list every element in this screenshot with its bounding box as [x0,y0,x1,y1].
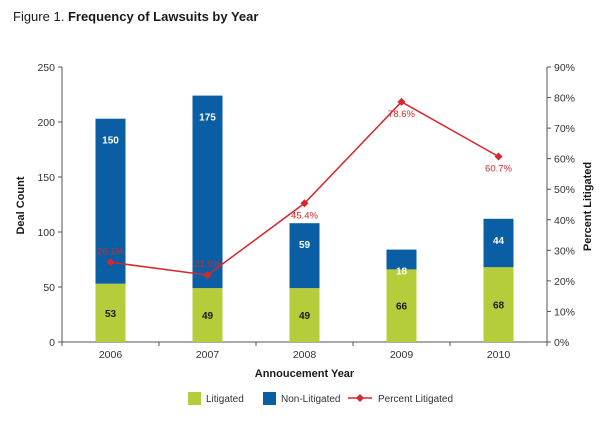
x-tick-label: 2009 [390,349,414,361]
legend-label: Percent Litigated [378,394,453,405]
legend-label: Litigated [206,394,244,405]
legend-swatch [263,392,276,405]
bar-litigated [95,283,126,342]
bar-label-litigated: 66 [396,302,408,313]
y-axis-title: Deal Count [15,176,27,234]
percent-marker [494,152,503,161]
y2-tick-label: 30% [554,245,575,257]
axes: 0 50 100 150 200 250 0% 10% 20% 30% 40% 50% 60% 70% 80… [15,62,594,380]
bar-label-litigated: 49 [299,311,311,322]
percent-marker [203,271,212,280]
figure-title-text: Frequency of Lawsuits by Year [67,9,259,24]
legend-swatch [188,392,201,405]
percent-line [106,97,503,280]
bar-non-litigated [483,218,514,268]
y2-tick-label: 90% [554,62,575,74]
y2-tick-label: 70% [554,123,575,135]
bar-label-non-litigated: 44 [493,236,505,247]
y-tick-label: 200 [37,117,55,129]
bar-label-non-litigated: 150 [102,136,119,147]
bar-litigated [483,267,514,342]
y-tick-label: 250 [37,62,55,74]
bar-non-litigated [192,95,223,289]
y-tick-label: 150 [37,172,55,184]
data-labels: 53 150 49 175 49 59 66 18 68 44 26.1% 21.9% 45.4% 78.… [97,109,512,322]
x-tick-label: 2008 [293,349,317,361]
bar-label-litigated: 53 [105,309,117,320]
y-tick-label: 50 [43,282,55,294]
bar-non-litigated [95,118,126,284]
bar-litigated [192,288,223,342]
figure-number: Figure 1. [13,9,65,24]
percent-label: 78.6% [388,109,415,120]
y2-tick-label: 20% [554,276,575,288]
bar-non-litigated [386,249,417,270]
bar-label-non-litigated: 175 [199,113,216,124]
bar-litigated [289,288,320,342]
figure-title: Figure 1. Frequency of Lawsuits by Year [13,9,258,24]
bar-label-litigated: 68 [493,301,505,312]
percent-label: 21.9% [194,259,221,270]
y2-tick-label: 80% [554,93,575,105]
x-tick-label: 2010 [487,349,511,361]
bar-label-litigated: 49 [202,311,214,322]
x-tick-label: 2007 [196,349,220,361]
y2-tick-label: 40% [554,215,575,227]
bar-litigated [386,269,417,342]
percent-label: 45.4% [291,210,318,221]
x-axis-title: Annoucement Year [255,368,355,380]
y2-tick-label: 0% [554,337,569,349]
percent-label: 60.7% [485,164,512,175]
legend-label: Non-Litigated [281,394,340,405]
percent-marker [106,258,115,267]
y-tick-label: 0 [49,337,55,349]
x-tick-label: 2006 [99,349,123,361]
y2-tick-label: 50% [554,184,575,196]
bar-non-litigated [289,223,320,289]
legend-swatch-marker [356,394,364,402]
percent-marker [300,199,309,208]
percent-label: 26.1% [97,246,124,257]
legend: Litigated Non-Litigated Percent Litigated [188,392,453,405]
bars [95,95,514,342]
bar-label-non-litigated: 59 [299,240,311,251]
y2-tick-label: 60% [554,154,575,166]
y2-axis-title: Percent Litigated [582,162,594,251]
bar-label-non-litigated: 18 [396,267,408,278]
y-tick-label: 100 [37,227,55,239]
percent-marker [397,97,406,106]
y2-tick-label: 10% [554,306,575,318]
